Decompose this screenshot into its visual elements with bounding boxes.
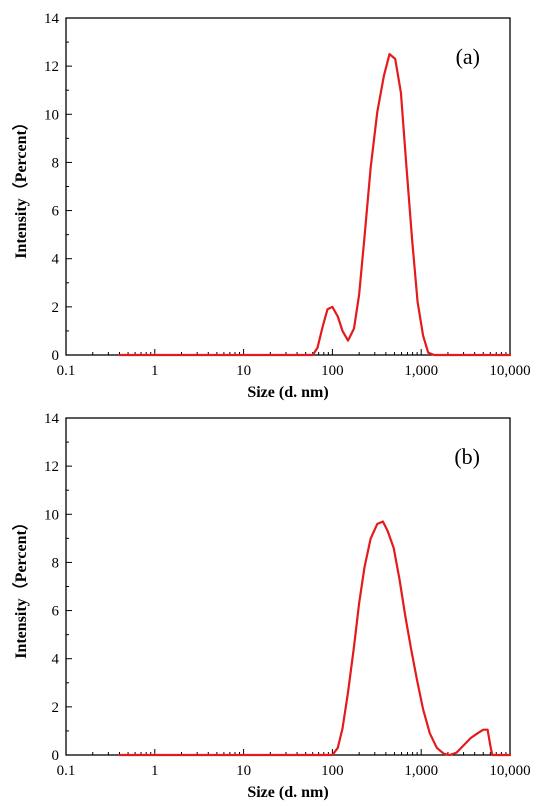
plot-frame [65,417,511,756]
y-axis-title: Intensity（Percent） [12,114,30,259]
y-tick-label: 10 [44,107,59,123]
y-tick-label: 2 [52,700,60,716]
y-tick-label: 2 [52,300,60,316]
x-tick-label: 100 [321,763,344,779]
y-tick-label: 0 [52,748,60,764]
x-tick-label: 10,000 [489,763,530,779]
y-tick-label: 4 [52,652,60,668]
panel-label: (b) [454,444,480,469]
panel-label: (a) [456,44,480,69]
x-tick-label: 10,000 [489,363,530,379]
chart-panel-2: 0 2 4 6 8 10 12 14 0.1 1 10 100 1,000 10,000 Size (d. … [12,411,531,801]
x-axis-title: Size (d. nm) [247,384,328,401]
x-axis-title: Size (d. nm) [247,784,328,801]
x-tick-label: 100 [321,363,344,379]
y-tick-label: 12 [44,59,59,75]
x-tick-label: 10 [236,763,251,779]
y-tick-label: 14 [44,11,60,27]
x-tick-label: 0.1 [57,363,76,379]
series-line [118,520,512,757]
y-tick-label: 10 [44,507,59,523]
y-tick-label: 6 [52,204,60,220]
x-tick-label: 1,000 [404,363,438,379]
y-tick-label: 8 [52,555,60,571]
y-tick-label: 8 [52,155,60,171]
y-tick-label: 6 [52,604,60,620]
x-tick-label: 1,000 [404,763,438,779]
series-line [118,53,512,357]
y-tick-label: 0 [52,348,60,364]
y-tick-label: 12 [44,459,59,475]
x-tick-label: 10 [236,363,251,379]
y-tick-label: 4 [52,252,60,268]
chart-panel-1: 0 2 4 6 8 10 12 14 0.1 1 10 100 1,000 10,000 Size (d. … [12,11,531,401]
x-tick-label: 1 [151,763,159,779]
y-axis-title: Intensity（Percent） [12,514,30,659]
plot-frame [65,17,511,356]
x-tick-label: 0.1 [57,763,76,779]
y-tick-label: 14 [44,411,60,427]
x-tick-label: 1 [151,363,159,379]
